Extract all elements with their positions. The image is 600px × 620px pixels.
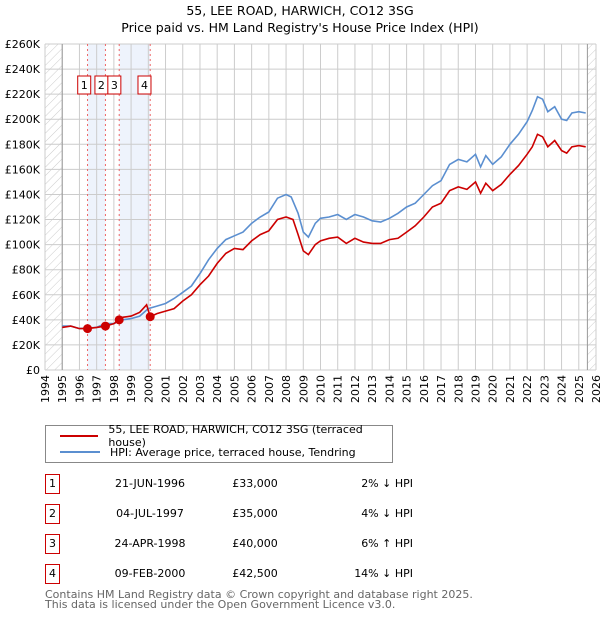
x-tick-label: 1997 bbox=[91, 375, 104, 403]
x-tick-label: 2015 bbox=[401, 375, 414, 403]
legend-swatch-property bbox=[60, 435, 99, 437]
x-tick-label: 2020 bbox=[487, 375, 500, 403]
transaction-row: 3 24-APR-1998 £40,000 6% ↑ HPI bbox=[45, 534, 413, 554]
sale-point bbox=[100, 321, 110, 331]
legend-hpi: HPI: Average price, terraced house, Tend… bbox=[110, 445, 356, 459]
x-tick-label: 1999 bbox=[125, 375, 138, 403]
sale-marker-box bbox=[77, 75, 92, 95]
x-tick-label: 2004 bbox=[211, 375, 224, 403]
transaction-hpi-diff: 14% ↓ HPI bbox=[354, 567, 413, 580]
transaction-marker: 3 bbox=[45, 534, 60, 554]
x-tick-label: 2010 bbox=[315, 375, 328, 403]
legend-property: 55, LEE ROAD, HARWICH, CO12 3SG (terrace… bbox=[108, 423, 363, 449]
y-tick-label: £200K bbox=[5, 113, 41, 126]
transaction-hpi-diff: 2% ↓ HPI bbox=[361, 477, 413, 490]
chart-title: 55, LEE ROAD, HARWICH, CO12 3SG bbox=[186, 3, 414, 18]
x-tick-label: 1998 bbox=[108, 375, 121, 403]
price-chart: 1994 1995 1996 1997 1998 1999 2000 2001 2002 2003… bbox=[5, 38, 600, 403]
transaction-price: £42,500 bbox=[232, 567, 278, 580]
transaction-marker: 4 bbox=[45, 564, 60, 584]
x-tick-label: 2011 bbox=[332, 375, 345, 403]
legend-swatch-hpi bbox=[60, 451, 100, 453]
y-tick-label: £180K bbox=[5, 138, 41, 151]
transaction-price: £33,000 bbox=[232, 477, 278, 490]
x-tick-label: 2001 bbox=[160, 375, 173, 403]
legend: 55, LEE ROAD, HARWICH, CO12 3SG (terrace… bbox=[45, 423, 393, 463]
transaction-row: 1 21-JUN-1996 £33,000 2% ↓ HPI bbox=[45, 474, 413, 494]
y-tick-label: £80K bbox=[12, 264, 41, 277]
transaction-row: 4 09-FEB-2000 £42,500 14% ↓ HPI bbox=[45, 564, 413, 584]
x-tick-label: 2022 bbox=[521, 375, 534, 403]
transaction-hpi-diff: 4% ↓ HPI bbox=[361, 507, 413, 520]
x-tick-label: 2012 bbox=[349, 375, 362, 403]
transaction-date: 24-APR-1998 bbox=[114, 537, 186, 550]
x-tick-label: 2014 bbox=[383, 375, 396, 403]
x-tick-label: 2005 bbox=[228, 375, 241, 403]
transaction-hpi-diff: 6% ↑ HPI bbox=[361, 537, 413, 550]
x-tick-label: 1994 bbox=[39, 375, 52, 403]
series-line bbox=[62, 95, 586, 330]
x-tick-label: 2025 bbox=[573, 375, 586, 403]
footer-licence: This data is licensed under the Open Gov… bbox=[45, 598, 396, 611]
series-line bbox=[62, 133, 586, 330]
x-tick-label: 1996 bbox=[73, 375, 86, 403]
y-tick-label: £100K bbox=[5, 239, 41, 252]
sale-marker-box bbox=[107, 75, 122, 95]
x-tick-label: 2024 bbox=[556, 375, 569, 403]
y-tick-label: £240K bbox=[5, 63, 41, 76]
hatched-region bbox=[587, 44, 596, 370]
y-tick-label: £260K bbox=[5, 38, 41, 51]
x-tick-label: 2016 bbox=[418, 375, 431, 403]
sale-marker-label: 1 bbox=[81, 79, 88, 92]
chart-subtitle: Price paid vs. HM Land Registry's House … bbox=[121, 20, 479, 35]
x-tick-label: 2009 bbox=[297, 375, 310, 403]
sale-point bbox=[145, 312, 155, 322]
y-tick-label: £120K bbox=[5, 214, 41, 227]
sale-marker-label: 2 bbox=[98, 79, 105, 92]
x-tick-label: 2002 bbox=[177, 375, 190, 403]
shaded-band bbox=[119, 44, 151, 370]
x-tick-label: 2013 bbox=[366, 375, 379, 403]
x-tick-label: 2018 bbox=[452, 375, 465, 403]
transaction-price: £40,000 bbox=[232, 537, 278, 550]
x-tick-label: 2008 bbox=[280, 375, 293, 403]
x-tick-label: 2006 bbox=[246, 375, 259, 403]
y-tick-label: £60K bbox=[12, 289, 41, 302]
x-tick-label: 2019 bbox=[469, 375, 482, 403]
y-tick-label: £40K bbox=[12, 314, 41, 327]
x-tick-label: 2000 bbox=[142, 375, 155, 403]
transaction-row: 2 04-JUL-1997 £35,000 4% ↓ HPI bbox=[45, 504, 413, 524]
x-tick-label: 2017 bbox=[435, 375, 448, 403]
x-tick-label: 2007 bbox=[263, 375, 276, 403]
transaction-date: 04-JUL-1997 bbox=[116, 507, 184, 520]
x-tick-label: 2021 bbox=[504, 375, 517, 403]
y-tick-label: £160K bbox=[5, 163, 41, 176]
transaction-price: £35,000 bbox=[232, 507, 278, 520]
sale-marker-label: 4 bbox=[141, 79, 148, 92]
transaction-marker: 1 bbox=[45, 474, 60, 494]
y-tick-label: £220K bbox=[5, 88, 41, 101]
y-tick-label: £140K bbox=[5, 188, 41, 201]
y-tick-label: £20K bbox=[12, 339, 41, 352]
hatched-region bbox=[45, 44, 63, 370]
y-tick-label: £0 bbox=[26, 364, 40, 377]
x-tick-label: 2023 bbox=[538, 375, 551, 403]
transaction-marker: 2 bbox=[45, 504, 60, 524]
footer-copyright: Contains HM Land Registry data © Crown c… bbox=[45, 588, 473, 601]
sale-marker-label: 3 bbox=[111, 79, 118, 92]
transaction-date: 21-JUN-1996 bbox=[114, 477, 186, 490]
x-tick-label: 1995 bbox=[56, 375, 69, 403]
transaction-date: 09-FEB-2000 bbox=[114, 567, 186, 580]
x-tick-label: 2003 bbox=[194, 375, 207, 403]
sale-point bbox=[83, 324, 93, 334]
x-tick-label: 2026 bbox=[590, 375, 600, 403]
sale-marker-box bbox=[137, 75, 152, 95]
sale-point bbox=[114, 315, 124, 325]
